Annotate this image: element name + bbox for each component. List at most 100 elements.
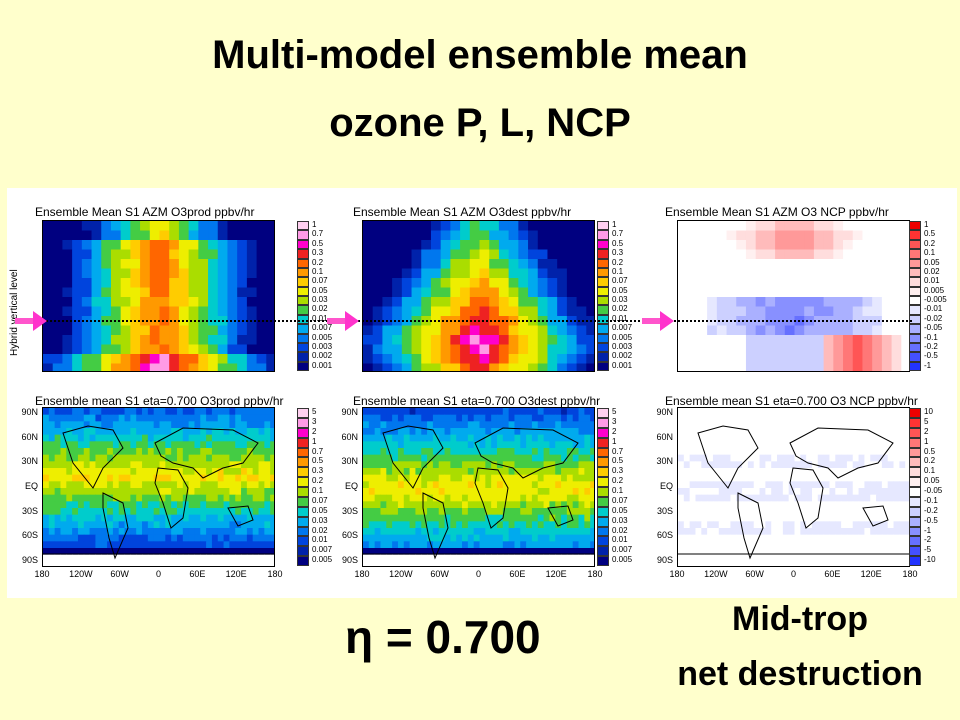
colorbar-tick-label: 0.3 [312,466,324,476]
x-tick-label: 180 [267,569,283,579]
colorbar-tick-label: 0.001 [312,360,333,370]
colorbar-tick-label: 1 [612,436,617,446]
colorbar-tick-label: 1 [312,436,317,446]
colorbar-tick-label: 0.5 [312,456,324,466]
colorbar-tick-label: 1 [924,436,929,446]
colorbar-tick-label: 0.05 [924,257,940,267]
colorbar-tick-label: 2 [312,426,317,436]
colorbar-swatch [297,496,309,507]
y-tick-label: 60S [656,530,673,541]
colorbar-tick-label: -0.1 [924,332,938,342]
y-tick-label: 60S [341,530,358,541]
colorbar-tick-label: 0.03 [612,295,628,304]
colorbar-tick-label: -2 [924,535,932,545]
colorbar-tick-label: 5 [312,407,317,416]
colorbar-swatch [597,324,609,334]
colorbar-tick-label: 0.01 [612,535,628,545]
colorbar-swatch [597,408,609,418]
heatmap-cells [678,221,909,371]
colorbar-tick-label: 0.005 [924,285,945,295]
colorbar-tick-label: 0.1 [612,266,624,276]
colorbar-tick-label: 0.005 [312,332,333,342]
colorbar-swatch [297,408,309,418]
colorbar-swatch [297,546,309,557]
panel-title: Ensemble mean S1 eta=0.700 O3prod ppbv/h… [35,394,284,408]
colorbar-swatch [909,417,921,428]
colorbar-swatch [909,342,921,353]
eta-level-dotted-line [22,320,912,322]
colorbar-tick-label: 0.2 [612,476,624,486]
colorbar-tick-label: 0.01 [612,313,628,323]
heatmap-cells [363,408,594,566]
colorbar-tick-label: 0.03 [312,295,328,304]
colorbar-swatch [597,487,609,497]
mid-trop-label-line-2: net destruction [677,655,923,693]
colorbar-tick-label: 0.7 [612,446,624,456]
y-tick-label: 90S [656,555,673,565]
colorbar-swatch [909,516,921,527]
heatmap-cells [43,408,274,566]
colorbar-swatch [909,361,921,371]
colorbar-swatch [597,333,609,343]
colorbar-swatch [297,258,309,268]
colorbar-swatch [909,536,921,547]
panel-title: Ensemble Mean S1 AZM O3 NCP ppbv/hr [665,205,889,219]
colorbar-swatch [597,361,609,371]
colorbar-tick-label: 0.01 [312,313,328,323]
colorbar-swatch [909,427,921,438]
colorbar-tick-label: 5 [924,416,929,426]
colorbar-swatch [297,417,309,428]
colorbar-swatch [909,477,921,487]
colorbar-swatch [297,221,309,231]
colorbar-swatch [597,496,609,507]
colorbar-tick-label: 0.01 [312,535,328,545]
colorbar-swatch [297,516,309,527]
colorbar-tick-label: 0.1 [924,466,936,476]
panel-title: Ensemble mean S1 eta=0.700 O3 NCP ppbv/h… [665,394,918,408]
y-tick-label: 60N [656,431,673,442]
colorbar-tick-label: 0.1 [312,266,324,276]
figure-panel-area: Hybrid vertical level Ensemble Mean S1 A… [7,188,957,598]
colorbar-tick-label: 0.003 [612,341,633,351]
colorbar-swatch [297,305,309,315]
colorbar-swatch [597,506,609,517]
colorbar-tick-label: 0.05 [312,505,328,515]
colorbar-tick-label: 1 [612,220,617,229]
heatmap-plot [677,220,910,372]
colorbar-swatch [297,286,309,296]
colorbar-tick-label: -0.1 [924,495,938,505]
colorbar-swatch [597,417,609,428]
colorbar-tick-label: 0.02 [924,266,940,276]
colorbar-swatch [597,477,609,487]
colorbar-swatch [597,427,609,438]
colorbar-tick-label: 0.03 [312,515,328,525]
heatmap-plot [42,407,275,567]
colorbar-swatch [909,230,921,240]
colorbar-tick-label: 0.03 [612,515,628,525]
colorbar-tick-label: 0.002 [612,351,633,361]
x-tick-label: 60W [745,569,764,579]
x-tick-label: 180 [669,569,685,579]
y-tick-label: 90N [341,407,358,417]
colorbar-swatch [597,249,609,259]
y-tick-label: 90N [656,407,673,417]
x-tick-label: 120E [860,569,882,579]
heatmap-plot [42,220,275,372]
colorbar-tick-label: 0.005 [312,555,333,565]
colorbar-tick-label: -0.05 [924,323,943,333]
colorbar-swatch [297,352,309,362]
colorbar-swatch [909,447,921,458]
colorbar-swatch [297,437,309,448]
x-tick-label: 120E [545,569,567,579]
colorbar-swatch [597,546,609,557]
colorbar-tick-label: 0.07 [612,276,628,286]
colorbar-tick-label: 0.3 [312,248,324,258]
colorbar-swatch [297,506,309,517]
colorbar-swatch [297,267,309,278]
colorbar-tick-label: 0.2 [924,238,936,248]
heatmap-cells [43,221,274,371]
colorbar-swatch [909,556,921,566]
colorbar-tick-label: 5 [612,407,617,416]
colorbar-swatch [909,496,921,507]
colorbar-tick-label: 0.05 [612,505,628,515]
